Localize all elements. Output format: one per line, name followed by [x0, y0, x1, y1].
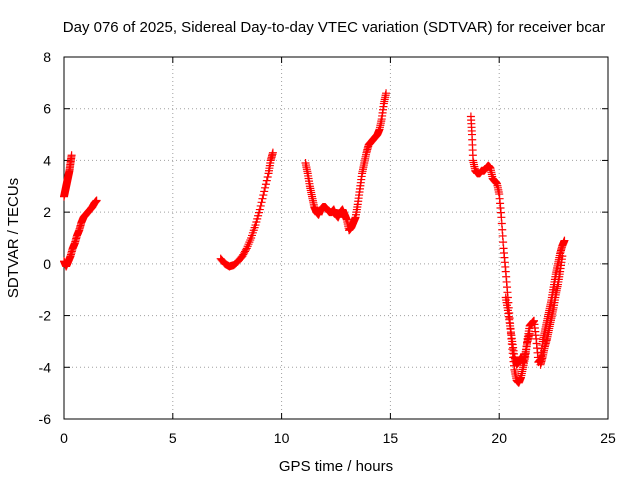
y-tick-label: -6 [39, 411, 52, 427]
axis-ticks: 0 5 10 15 20 25 -6 -4 -2 0 2 4 6 8 [39, 49, 616, 446]
plot-frame [63, 56, 609, 420]
series-segment-seg-g [536, 252, 567, 369]
series-segment-seg-f [501, 293, 534, 369]
data-point-markers [216, 148, 277, 271]
series-segment-seg-c [216, 148, 277, 271]
y-tick-label: 8 [43, 49, 51, 65]
data-point-markers [60, 196, 101, 271]
y-tick-label: 6 [43, 101, 51, 117]
x-tick-label: 15 [383, 430, 399, 446]
x-tick-label: 0 [60, 430, 68, 446]
y-axis-label: SDTVAR / TECUs [5, 178, 22, 298]
plot-border [63, 56, 609, 420]
y-tick-label: 0 [43, 256, 51, 272]
series-segment-seg-a [60, 151, 76, 201]
data-point-markers [301, 89, 391, 235]
series-segment-seg-e [466, 112, 569, 387]
data-point-markers [536, 252, 567, 369]
y-tick-label: -2 [39, 308, 52, 324]
data-point-markers [60, 151, 76, 201]
data-point-markers [466, 112, 569, 387]
series-segment-seg-b [60, 196, 101, 271]
x-axis-label: GPS time / hours [279, 458, 393, 475]
y-tick-label: -4 [39, 359, 52, 375]
x-tick-label: 5 [169, 430, 177, 446]
data-point-markers [501, 293, 534, 369]
y-tick-label: 4 [43, 152, 51, 168]
chart-title: Day 076 of 2025, Sidereal Day-to-day VTE… [63, 19, 605, 36]
x-tick-label: 20 [491, 430, 507, 446]
x-tick-label: 10 [274, 430, 290, 446]
data-series [60, 89, 569, 387]
x-tick-label: 25 [600, 430, 616, 446]
series-segment-seg-d [301, 89, 391, 235]
y-tick-label: 2 [43, 204, 51, 220]
